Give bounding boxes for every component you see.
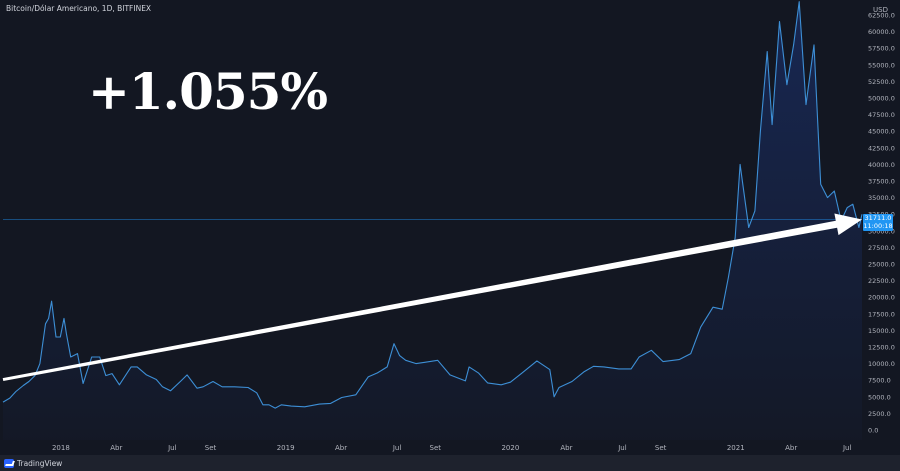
- y-tick-label: 17500.0: [868, 310, 895, 318]
- y-tick-label: 5000.0: [868, 393, 891, 401]
- y-tick-label: 52500.0: [868, 78, 895, 86]
- y-tick-label: 35000.0: [868, 194, 895, 202]
- trend-arrow: [2, 213, 862, 381]
- x-tick-label: Set: [655, 444, 667, 452]
- x-tick-label: Jul: [392, 444, 402, 452]
- x-tick-label: Jul: [617, 444, 627, 452]
- y-tick-label: 12500.0: [868, 344, 895, 352]
- x-tick-label: Abr: [785, 444, 797, 452]
- y-tick-label: 45000.0: [868, 128, 895, 136]
- price-line-series: [2, 1, 863, 409]
- y-tick-label: 27500.0: [868, 244, 895, 252]
- x-tick-label: 2019: [277, 444, 295, 452]
- y-tick-label: 60000.0: [868, 28, 895, 36]
- y-tick-label: 7500.0: [868, 377, 891, 385]
- y-tick-label: 42500.0: [868, 144, 895, 152]
- bar-countdown: 11:00:18: [863, 222, 893, 230]
- y-tick-label: 15000.0: [868, 327, 895, 335]
- price-area-fill: [3, 1, 862, 440]
- x-tick-label: Jul: [167, 444, 177, 452]
- y-tick-label: 47500.0: [868, 111, 895, 119]
- x-tick-label: Jul: [842, 444, 852, 452]
- y-tick-label: 37500.0: [868, 178, 895, 186]
- y-tick-label: 2500.0: [868, 410, 891, 418]
- symbol-title: Bitcoin/Dólar Americano, 1D, BITFINEX: [6, 4, 152, 13]
- y-tick-label: 57500.0: [868, 45, 895, 53]
- x-tick-label: 2020: [501, 444, 519, 452]
- current-price-label: 31711.0 11:00:18: [863, 214, 893, 231]
- y-tick-label: 50000.0: [868, 95, 895, 103]
- y-tick-label: 55000.0: [868, 61, 895, 69]
- y-tick-label: 40000.0: [868, 161, 895, 169]
- y-tick-label: 20000.0: [868, 294, 895, 302]
- y-tick-label: 30000.0: [868, 227, 895, 235]
- y-tick-label: 0.0: [868, 427, 878, 435]
- tradingview-logo[interactable]: TradingView: [4, 459, 62, 468]
- tradingview-icon: [4, 459, 14, 468]
- x-tick-label: Abr: [335, 444, 347, 452]
- percent-gain-annotation: +1.055%: [88, 62, 328, 121]
- x-tick-label: 2018: [52, 444, 70, 452]
- x-tick-label: Set: [205, 444, 217, 452]
- x-tick-label: Set: [430, 444, 442, 452]
- x-tick-label: Abr: [560, 444, 572, 452]
- y-tick-label: 25000.0: [868, 261, 895, 269]
- y-tick-label: 10000.0: [868, 360, 895, 368]
- x-tick-label: Abr: [110, 444, 122, 452]
- current-price-value: 31711.0: [864, 214, 892, 222]
- footer-bar: [0, 455, 900, 471]
- x-tick-label: 2021: [727, 444, 745, 452]
- y-tick-label: 22500.0: [868, 277, 895, 285]
- tradingview-brand: TradingView: [17, 459, 63, 468]
- y-tick-label: 62500.0: [868, 12, 895, 20]
- currency-label: USD: [873, 6, 888, 14]
